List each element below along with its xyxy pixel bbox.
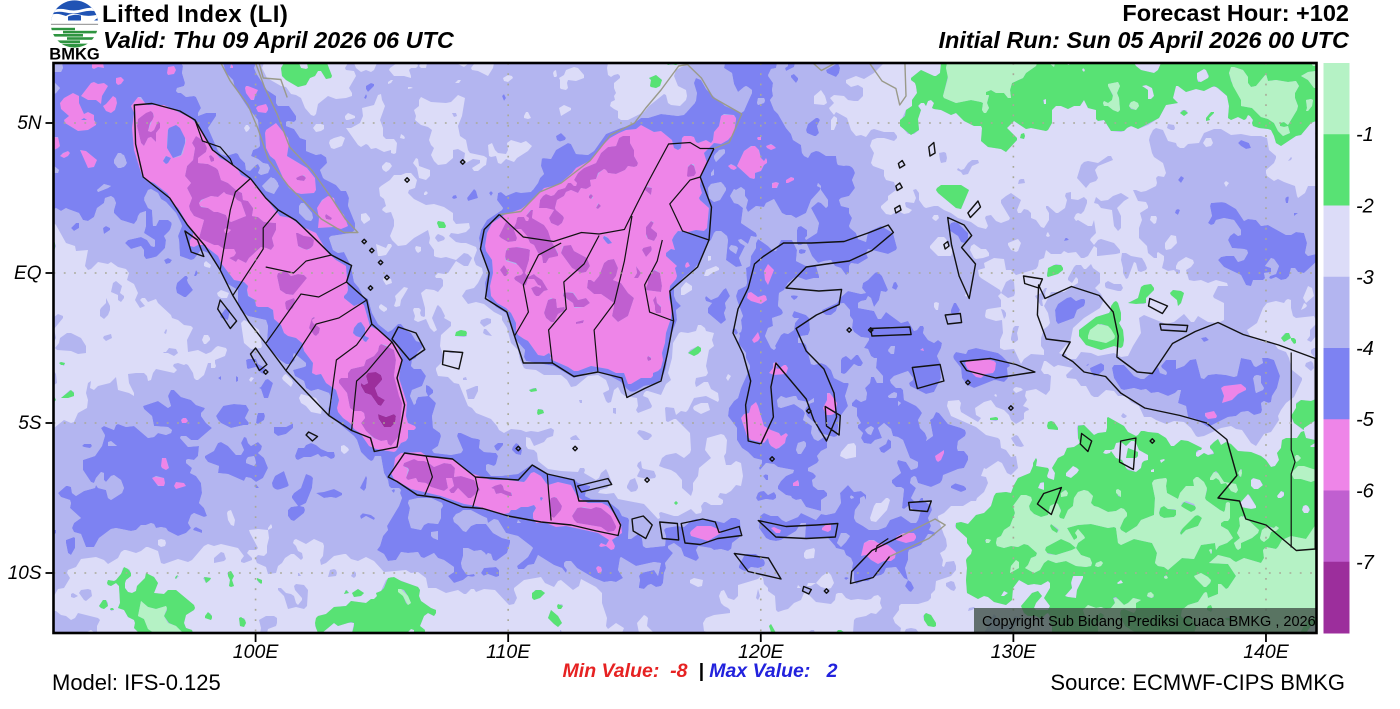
svg-text:Forecast Hour: +102: Forecast Hour: +102 (1122, 0, 1349, 26)
svg-text:Model: IFS-0.125: Model: IFS-0.125 (52, 670, 221, 695)
svg-text:Source: ECMWF-CIPS BMKG: Source: ECMWF-CIPS BMKG (1050, 670, 1345, 695)
svg-text:Initial Run: Sun 05 April 2026: Initial Run: Sun 05 April 2026 00 UTC (939, 27, 1350, 53)
svg-text:-5: -5 (1356, 409, 1375, 431)
svg-text:120E: 120E (738, 641, 785, 663)
svg-text:110E: 110E (486, 641, 531, 663)
svg-text:10S: 10S (8, 563, 42, 584)
svg-text:-6: -6 (1356, 481, 1375, 503)
svg-text:100E: 100E (233, 641, 280, 663)
svg-text:-2: -2 (1356, 196, 1374, 218)
svg-text:140E: 140E (1243, 641, 1290, 663)
svg-text:130E: 130E (991, 641, 1038, 663)
svg-text:5S: 5S (18, 413, 42, 434)
svg-text:Min Value: -8 | Max Value:: Min Value: -8 | Max Value: 2 (563, 660, 838, 682)
svg-text:-1: -1 (1356, 124, 1374, 146)
svg-text:EQ: EQ (14, 263, 42, 284)
svg-text:Valid: Thu 09 April 2026 06 UT: Valid: Thu 09 April 2026 06 UTC (103, 27, 455, 53)
svg-text:-3: -3 (1356, 267, 1374, 289)
svg-text:Copyright Sub Bidang Prediksi: Copyright Sub Bidang Prediksi Cuaca BMKG… (982, 614, 1316, 630)
svg-text:Lifted Index (LI): Lifted Index (LI) (102, 1, 288, 28)
svg-text:BMKG: BMKG (49, 46, 99, 64)
svg-text:5N: 5N (17, 113, 42, 134)
svg-text:-7: -7 (1356, 552, 1375, 574)
svg-text:-4: -4 (1356, 338, 1374, 360)
